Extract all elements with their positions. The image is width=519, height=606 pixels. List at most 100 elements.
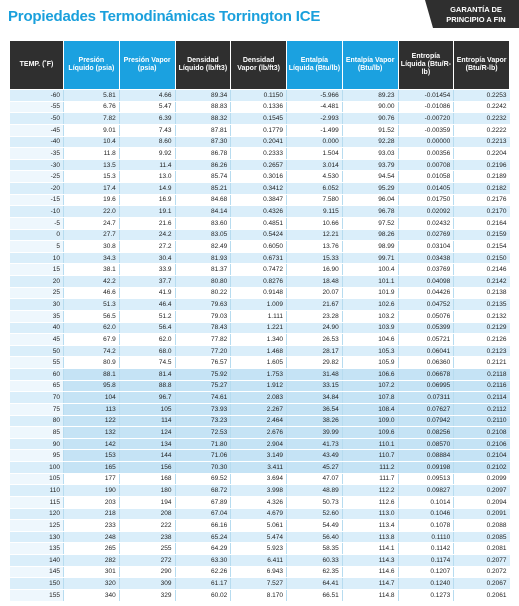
table-cell: 109.6 — [341, 426, 398, 439]
temp-cell: 100 — [9, 461, 64, 474]
table-cell: 0.2126 — [453, 333, 510, 346]
temp-cell: -40 — [9, 136, 64, 149]
table-cell: 0.01750 — [397, 194, 454, 207]
table-row: 155 340 329 60.02 8.170 66.51 114.8 0.1273 0.206… — [9, 589, 510, 603]
table-cell: 85.74 — [174, 170, 231, 183]
table-row: -25 15.3 13.0 85.74 0.3016 4.530 94.54 0.01058 0… — [9, 170, 510, 183]
table-cell: 38.1 — [63, 263, 120, 276]
table-cell: 144 — [118, 449, 175, 462]
table-cell: 58.35 — [286, 542, 343, 555]
table-cell: 41.9 — [118, 287, 175, 300]
table-cell: 0.1046 — [397, 508, 454, 521]
table-cell: 309 — [118, 577, 175, 590]
table-cell: 0.02769 — [397, 229, 454, 242]
temp-cell: 140 — [9, 554, 64, 567]
table-cell: 0.2085 — [453, 531, 510, 544]
table-cell: 0.4851 — [230, 217, 287, 230]
table-cell: 0.2182 — [453, 182, 510, 195]
table-cell: 87.81 — [174, 124, 231, 137]
table-cell: 0.2067 — [453, 577, 510, 590]
table-cell: 56.40 — [286, 531, 343, 544]
table-cell: 0.2094 — [453, 496, 510, 509]
table-cell: 41.73 — [286, 438, 343, 451]
table-cell: 0.2104 — [453, 449, 510, 462]
table-cell: 107.2 — [341, 380, 398, 393]
table-cell: 0.2154 — [453, 240, 510, 253]
table-cell: 83.05 — [174, 229, 231, 242]
table-cell: 10.4 — [63, 136, 120, 149]
temp-cell: 95 — [9, 449, 64, 462]
temp-cell: -10 — [9, 205, 64, 218]
table-cell: -0.00359 — [397, 124, 454, 137]
table-cell: 54.49 — [286, 519, 343, 532]
temp-cell: 5 — [9, 240, 64, 253]
temp-cell: 125 — [9, 519, 64, 532]
table-cell: 67.89 — [174, 496, 231, 509]
table-cell: 1.111 — [230, 310, 287, 323]
table-body: -60 5.81 4.66 89.34 0.1150 -5.966 89.23 -0.0145… — [9, 89, 510, 603]
table-cell: 19.6 — [63, 194, 120, 207]
table-cell: 76.57 — [174, 356, 231, 369]
table-row: 100 165 156 70.30 3.411 45.27 111.2 0.09198 0.21… — [9, 461, 510, 474]
table-cell: 0.1150 — [230, 89, 287, 102]
table-cell: 7.527 — [230, 577, 287, 590]
table-cell: 51.2 — [118, 310, 175, 323]
table-cell: 34.84 — [286, 391, 343, 404]
table-cell: 69.52 — [174, 473, 231, 486]
table-cell: 63.30 — [174, 554, 231, 567]
table-cell: 81.37 — [174, 263, 231, 276]
temp-cell: 70 — [9, 391, 64, 404]
table-cell: 56.4 — [118, 322, 175, 335]
table-cell: 16.9 — [118, 194, 175, 207]
table-cell: 80.22 — [174, 287, 231, 300]
table-cell: 0.000 — [286, 136, 343, 149]
table-cell: 7.580 — [286, 194, 343, 207]
table-cell: 52.60 — [286, 508, 343, 521]
table-cell: 92.28 — [341, 136, 398, 149]
table-cell: 0.2112 — [453, 403, 510, 416]
table-cell: 0.2222 — [453, 124, 510, 137]
table-cell: 15.3 — [63, 170, 120, 183]
table-cell: 13.76 — [286, 240, 343, 253]
table-cell: 61.17 — [174, 577, 231, 590]
table-cell: 111.2 — [341, 461, 398, 474]
table-cell: 26.53 — [286, 333, 343, 346]
table-row: 35 56.5 51.2 79.03 1.111 23.28 103.2 0.05076 0.2… — [9, 310, 510, 323]
temp-cell: 45 — [9, 333, 64, 346]
temp-cell: -15 — [9, 194, 64, 207]
table-cell: 0.06678 — [397, 368, 454, 381]
table-cell: 103.2 — [341, 310, 398, 323]
table-cell: 203 — [63, 496, 120, 509]
table-cell: 9.01 — [63, 124, 120, 137]
table-cell: 0.2150 — [453, 252, 510, 265]
table-row: 110 190 180 68.72 3.998 48.89 112.2 0.09827 0.20… — [9, 484, 510, 497]
table-cell: 114 — [118, 415, 175, 428]
table-cell: 29.82 — [286, 356, 343, 369]
table-cell: -1.499 — [286, 124, 343, 137]
table-cell: 168 — [118, 473, 175, 486]
table-cell: 132 — [63, 426, 120, 439]
table-cell: 0.1273 — [397, 589, 454, 603]
temp-cell: 55 — [9, 356, 64, 369]
table-cell: 0.2189 — [453, 170, 510, 183]
table-cell: 0.08256 — [397, 426, 454, 439]
table-cell: 113.8 — [341, 531, 398, 544]
table-row: 0 27.7 24.2 83.05 0.5424 12.21 98.26 0.02769 0.2… — [9, 229, 510, 242]
table-cell: 110.7 — [341, 449, 398, 462]
table-cell: 1.009 — [230, 298, 287, 311]
table-cell: 10.66 — [286, 217, 343, 230]
table-cell: 79.03 — [174, 310, 231, 323]
table-cell: 21.6 — [118, 217, 175, 230]
table-row: 95 153 144 71.06 3.149 43.49 110.7 0.08884 0.210… — [9, 449, 510, 462]
table-cell: 114.8 — [341, 589, 398, 603]
table-cell: 0.1207 — [397, 566, 454, 579]
table-cell: 18.48 — [286, 275, 343, 288]
temp-cell: 105 — [9, 473, 64, 486]
table-row: 75 113 105 73.93 2.267 36.54 108.4 0.07627 0.211… — [9, 403, 510, 416]
table-cell: 74.61 — [174, 391, 231, 404]
header-vapor-enthalpy: Entalpía Vapor (Btu/lb) — [341, 40, 399, 90]
table-cell: 88.8 — [118, 380, 175, 393]
table-row: 65 95.8 88.8 75.27 1.912 33.15 107.2 0.06995 0.2… — [9, 380, 510, 393]
table-cell: 113 — [63, 403, 120, 416]
table-cell: 106.6 — [341, 368, 398, 381]
